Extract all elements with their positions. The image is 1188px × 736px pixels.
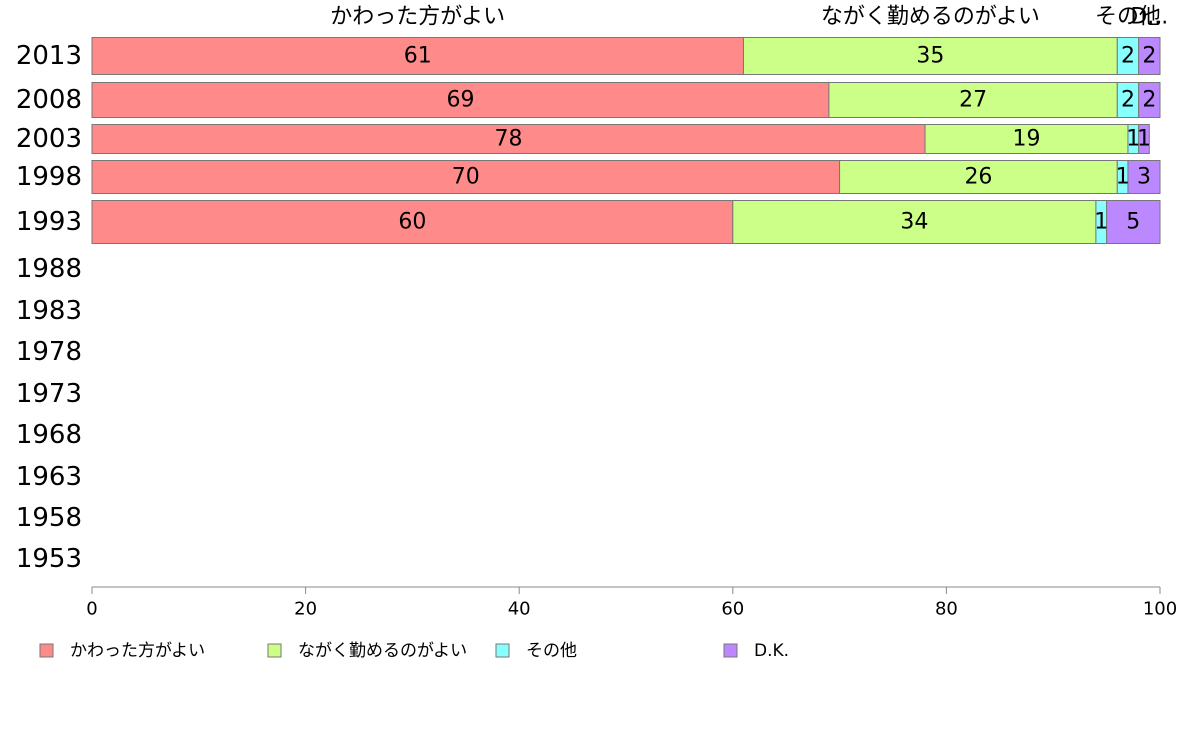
data-label-2008-series-0: 69 xyxy=(446,88,474,113)
legend-label-0: かわった方がよい xyxy=(70,641,205,661)
bar-2008-series-3 xyxy=(1138,82,1161,118)
bar-2013-series-0 xyxy=(91,37,744,75)
y-label-1963: 1963 xyxy=(16,462,82,492)
bar-2003-series-3 xyxy=(1138,124,1150,154)
y-label-1953: 1953 xyxy=(16,544,82,574)
data-label-1998-series-1: 26 xyxy=(964,165,992,190)
data-label-1993-series-3: 5 xyxy=(1126,210,1140,235)
data-label-1998-series-0: 70 xyxy=(452,165,480,190)
top-labels: かわった方がよい ながく勤めるのがよい その他D... xyxy=(330,5,1168,30)
x-axis: 0 20 40 60 80 100 xyxy=(86,586,1177,620)
data-label-2003-series-3: 1 xyxy=(1137,127,1151,152)
data-label-2013-series-2: 2 xyxy=(1121,44,1135,69)
bar-2008-series-0 xyxy=(91,82,830,118)
bar-1993-series-1 xyxy=(732,200,1097,244)
bar-1998-series-1 xyxy=(839,160,1118,194)
top-label-2: その他 xyxy=(1095,5,1161,30)
bar-2003-series-0 xyxy=(91,124,926,154)
legend-label-1: ながく勤めるのがよい xyxy=(298,641,467,661)
legend-swatch-2 xyxy=(495,643,510,658)
bar-2003-series-1 xyxy=(924,124,1129,154)
bar-2013-series-1 xyxy=(742,37,1118,75)
y-axis-labels: 2013 2008 2003 1998 1993 1988 1983 1978 1973 1968… xyxy=(16,41,82,574)
y-label-1978: 1978 xyxy=(16,337,82,367)
x-tick-label-100: 100 xyxy=(1143,599,1177,620)
bar-1993-series-0 xyxy=(91,200,734,244)
data-label-2003-series-0: 78 xyxy=(495,127,523,152)
data-label-1998-series-2: 1 xyxy=(1116,165,1130,190)
data-label-2013-series-1: 35 xyxy=(916,44,944,69)
y-label-2013: 2013 xyxy=(16,41,82,71)
bar-1998-series-0 xyxy=(91,160,841,194)
top-label-3: D... xyxy=(1130,5,1168,30)
legend-swatch-0 xyxy=(39,643,54,658)
x-tick-label-0: 0 xyxy=(86,599,97,620)
top-label-0: かわった方がよい xyxy=(330,5,505,30)
data-label-2003-series-2: 1 xyxy=(1126,127,1140,152)
data-label-2008-series-2: 2 xyxy=(1121,88,1135,113)
y-label-1983: 1983 xyxy=(16,296,82,326)
data-label-2003-series-1: 19 xyxy=(1013,127,1041,152)
legend-swatch-3 xyxy=(723,643,738,658)
y-label-1993: 1993 xyxy=(16,207,82,237)
bar-1998-series-3 xyxy=(1127,160,1161,194)
data-label-1993-series-0: 60 xyxy=(398,210,426,235)
top-label-1: ながく勤めるのがよい xyxy=(821,5,1040,30)
x-tick-label-80: 80 xyxy=(935,599,958,620)
bars xyxy=(91,37,1161,244)
y-label-1968: 1968 xyxy=(16,420,82,450)
data-label-2008-series-3: 2 xyxy=(1142,88,1156,113)
legend-label-2: その他 xyxy=(526,641,577,661)
y-label-2008: 2008 xyxy=(16,85,82,115)
bar-2013-series-3 xyxy=(1138,37,1161,75)
legend-swatch-1 xyxy=(267,643,282,658)
y-label-1958: 1958 xyxy=(16,503,82,533)
data-label-2013-series-3: 2 xyxy=(1142,44,1156,69)
x-tick-label-60: 60 xyxy=(721,599,744,620)
y-label-1973: 1973 xyxy=(16,379,82,409)
data-label-1993-series-2: 1 xyxy=(1094,210,1108,235)
bar-2008-series-1 xyxy=(828,82,1118,118)
y-label-2003: 2003 xyxy=(16,124,82,154)
bar-1993-series-3 xyxy=(1106,200,1161,244)
data-label-2013-series-0: 61 xyxy=(404,44,432,69)
data-label-2008-series-1: 27 xyxy=(959,88,987,113)
data-label-1993-series-1: 34 xyxy=(900,210,928,235)
data-label-1998-series-3: 3 xyxy=(1137,165,1151,190)
x-tick-label-20: 20 xyxy=(294,599,317,620)
legend: かわった方がよい ながく勤めるのがよい その他 D.K. xyxy=(39,641,789,661)
legend-label-3: D.K. xyxy=(754,641,789,661)
y-label-1998: 1998 xyxy=(16,162,82,192)
x-tick-label-40: 40 xyxy=(508,599,531,620)
y-label-1988: 1988 xyxy=(16,254,82,284)
